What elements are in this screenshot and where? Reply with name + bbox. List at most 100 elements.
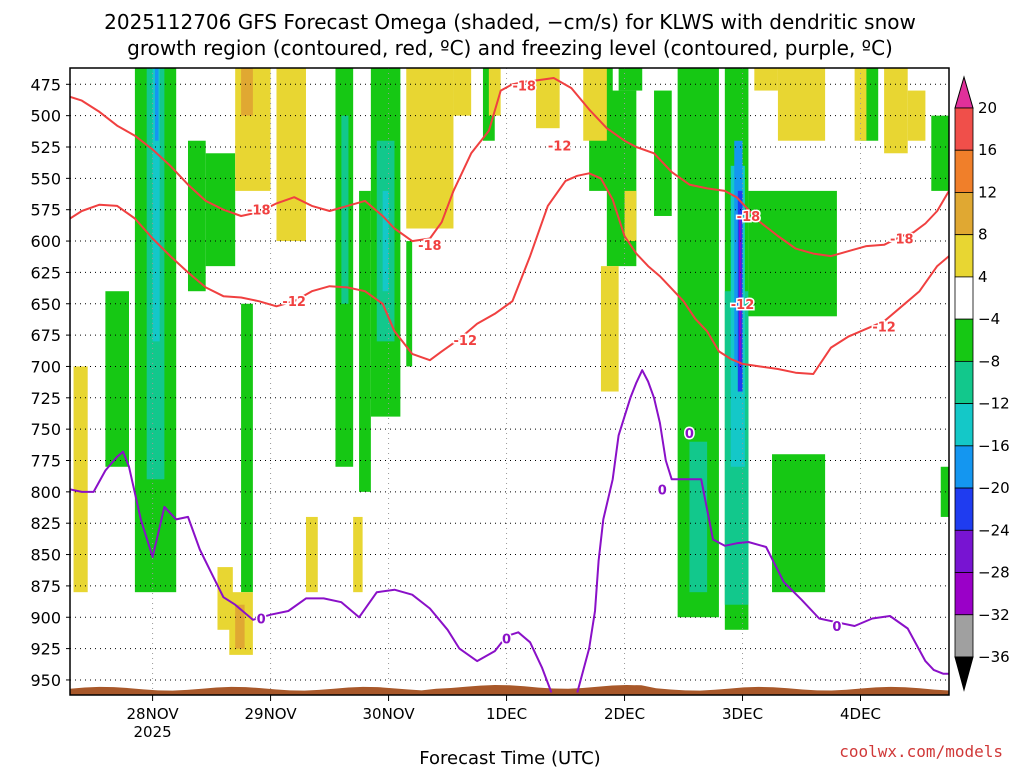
contour-label-14: 0 bbox=[832, 620, 841, 635]
omega-region-9 bbox=[341, 115, 349, 304]
contour-label-7: -12 bbox=[731, 298, 755, 313]
omega-region-7 bbox=[241, 303, 253, 593]
contour-label-11: 0 bbox=[502, 633, 511, 648]
omega-region-51 bbox=[235, 604, 245, 649]
omega-region-4 bbox=[187, 140, 206, 292]
omega-region-52 bbox=[305, 516, 318, 593]
omega-region-36 bbox=[406, 68, 454, 229]
colorbar-label-1: 16 bbox=[978, 141, 997, 159]
colorbar-label-6: −8 bbox=[978, 352, 1000, 370]
contour-label-6: -18 bbox=[737, 210, 761, 225]
colorbar-label-8: −16 bbox=[978, 437, 1010, 455]
contour-dgz-18-0 bbox=[70, 77, 949, 258]
y-tick-label-775: 775 bbox=[30, 452, 61, 471]
colorbar-swatch-9 bbox=[954, 445, 974, 489]
y-tick-label-875: 875 bbox=[30, 577, 61, 596]
y-tick-label-950: 950 bbox=[30, 671, 61, 690]
contour-label-5: -12 bbox=[454, 334, 478, 349]
colorbar-label-5: −4 bbox=[978, 310, 1000, 328]
colorbar: 20 16 12 8 4 −4 −8 −12 −16 −20 −24 −28 −32 −36 bbox=[954, 75, 1010, 692]
omega-region-32 bbox=[940, 466, 949, 517]
y-tick-label-575: 575 bbox=[30, 201, 61, 220]
colorbar-swatch-7 bbox=[954, 360, 974, 405]
colorbar-swatch-11 bbox=[954, 529, 974, 573]
contour-freezing-2 bbox=[70, 450, 553, 693]
y-tick-label-625: 625 bbox=[30, 263, 61, 282]
colorbar-label-3: 8 bbox=[978, 226, 988, 244]
terrain-fill bbox=[70, 685, 949, 695]
chart-title-line1: 2025112706 GFS Forecast Omega (shaded, −… bbox=[104, 10, 916, 34]
y-tick-label-700: 700 bbox=[30, 357, 61, 376]
x-tick-year-label: 2025 bbox=[133, 723, 171, 741]
omega-region-40 bbox=[583, 68, 607, 141]
contour-label-1: -12 bbox=[548, 140, 572, 155]
contour-label-0: -18 bbox=[512, 80, 536, 95]
colorbar-label-10: −24 bbox=[978, 521, 1010, 539]
omega-region-27 bbox=[738, 215, 742, 367]
colorbar-label-11: −28 bbox=[978, 564, 1010, 582]
omega-region-17 bbox=[618, 68, 643, 91]
omega-region-10 bbox=[359, 190, 371, 492]
contour-label-12: 0 bbox=[685, 427, 694, 442]
omega-region-46 bbox=[884, 68, 908, 154]
y-tick-label-550: 550 bbox=[30, 169, 61, 188]
omega-region-22 bbox=[689, 441, 708, 593]
omega-region-14 bbox=[406, 241, 413, 367]
colorbar-swatch-4 bbox=[954, 234, 974, 278]
colorbar-top-arrow bbox=[954, 75, 974, 109]
omega-region-47 bbox=[907, 90, 926, 141]
y-tick-label-500: 500 bbox=[30, 107, 61, 126]
x-tick-label-4DEC: 4DEC bbox=[840, 705, 881, 723]
omega-region-42 bbox=[624, 190, 637, 242]
chart-title-line2: growth region (contoured, red, ºC) and f… bbox=[127, 36, 893, 60]
omega-region-44 bbox=[777, 68, 826, 141]
colorbar-label-7: −12 bbox=[978, 395, 1010, 413]
omega-region-19 bbox=[654, 90, 672, 216]
colorbar-label-12: −32 bbox=[978, 606, 1010, 624]
x-tick-label-1DEC: 1DEC bbox=[486, 705, 527, 723]
omega-region-45 bbox=[854, 68, 867, 141]
x-tick-label-2DEC: 2DEC bbox=[604, 705, 645, 723]
omega-region-28 bbox=[748, 190, 837, 317]
omega-region-5 bbox=[105, 291, 129, 467]
colorbar-swatch-6 bbox=[954, 318, 974, 362]
x-tick-label-30NOV: 30NOV bbox=[363, 705, 416, 723]
y-tick-label-750: 750 bbox=[30, 420, 61, 439]
contour-label-8: -18 bbox=[890, 233, 914, 248]
omega-region-3 bbox=[154, 68, 159, 141]
colorbar-label-4: 4 bbox=[978, 268, 988, 286]
colorbar-swatch-10 bbox=[954, 487, 974, 531]
ground-surface bbox=[70, 685, 949, 695]
y-tick-label-800: 800 bbox=[30, 483, 61, 502]
y-tick-label-475: 475 bbox=[30, 75, 61, 94]
x-axis-label: Forecast Time (UTC) bbox=[419, 748, 600, 768]
omega-region-31 bbox=[931, 115, 949, 191]
y-tick-label-650: 650 bbox=[30, 295, 61, 314]
contour-label-10: 0 bbox=[257, 613, 266, 628]
omega-region-2 bbox=[152, 68, 160, 342]
colorbar-label-0: 20 bbox=[978, 99, 997, 117]
y-tick-label-850: 850 bbox=[30, 546, 61, 565]
contour-label-9: -12 bbox=[872, 320, 896, 335]
colorbar-swatch-12 bbox=[954, 572, 974, 616]
omega-region-43 bbox=[754, 68, 778, 91]
x-tick-label-29NOV: 29NOV bbox=[245, 705, 298, 723]
contour-dgz-12-1 bbox=[70, 172, 949, 375]
credit-link[interactable]: coolwx.com/models bbox=[839, 742, 1003, 761]
colorbar-swatch-3 bbox=[954, 192, 974, 236]
omega-region-35 bbox=[276, 68, 306, 242]
y-tick-label-825: 825 bbox=[30, 514, 61, 533]
colorbar-swatch-13 bbox=[954, 614, 974, 658]
colorbar-label-13: −36 bbox=[978, 648, 1010, 666]
omega-region-39 bbox=[536, 68, 560, 129]
y-axis-ticks: 475 500 525 550 575 600 625 650 675 700 725 750 775 8… bbox=[30, 75, 70, 690]
colorbar-swatch-1 bbox=[954, 107, 974, 151]
omega-region-38 bbox=[488, 68, 501, 116]
contour-label-4: -12 bbox=[282, 295, 306, 310]
colorbar-swatch-2 bbox=[954, 149, 974, 193]
plot-area: -18 -12 -18 -18 -12 -12 -18 -12 -18 -12 0 0 0 0 0 bbox=[69, 67, 950, 696]
colorbar-bottom-arrow bbox=[954, 656, 974, 692]
x-tick-label-28NOV: 28NOV bbox=[127, 705, 180, 723]
